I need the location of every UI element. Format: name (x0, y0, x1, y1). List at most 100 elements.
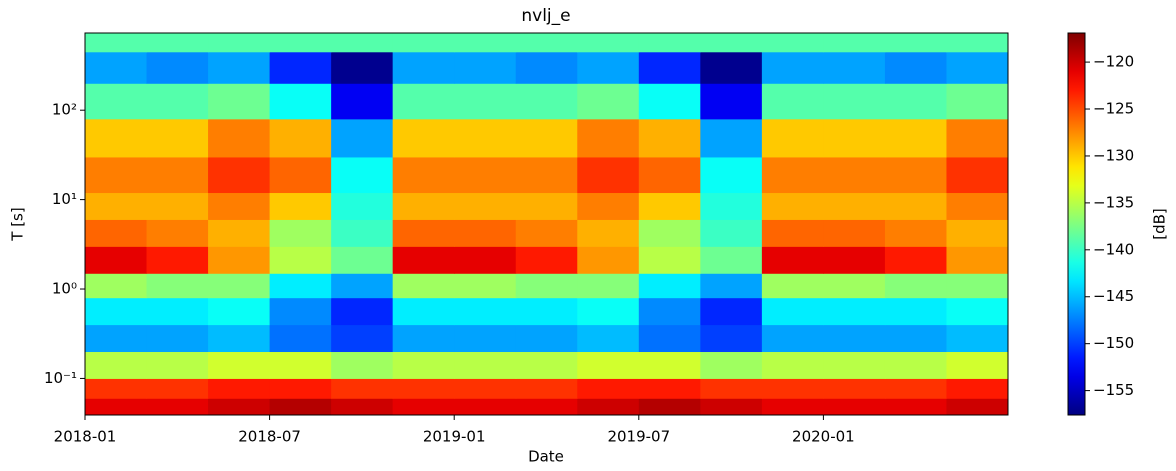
heatmap-cell (577, 246, 640, 274)
heatmap-cell (577, 324, 640, 353)
heatmap-cell (946, 51, 1009, 84)
heatmap-cell (577, 297, 640, 326)
colorbar-tick-label: −150 (1093, 334, 1134, 352)
heatmap-cell (392, 156, 455, 194)
x-tick-label: 2020-01 (792, 428, 855, 446)
heatmap-cell (761, 33, 824, 53)
heatmap-cell (85, 351, 148, 379)
heatmap-cell (884, 351, 947, 379)
heatmap-cell (638, 297, 701, 326)
heatmap-cell (85, 83, 148, 120)
heatmap-cell (208, 219, 271, 247)
heatmap-cell (761, 378, 824, 399)
heatmap-cell (946, 192, 1009, 220)
heatmap-cell (454, 192, 517, 220)
heatmap-cell (577, 83, 640, 120)
heatmap-cell (208, 33, 271, 53)
heatmap-cell (392, 273, 455, 299)
heatmap-cell (761, 273, 824, 299)
heatmap-cell (761, 83, 824, 120)
heatmap-cell (208, 118, 271, 158)
heatmap-cell (577, 156, 640, 194)
heatmap-cell (823, 324, 886, 353)
heatmap-cell (823, 118, 886, 158)
heatmap-cell (515, 351, 578, 379)
heatmap-cell (85, 324, 148, 353)
heatmap-cell (454, 297, 517, 326)
heatmap-cell (700, 51, 763, 84)
heatmap-cell (392, 378, 455, 399)
heatmap-cell (392, 118, 455, 158)
heatmap-cell (146, 246, 209, 274)
heatmap-cell (700, 33, 763, 53)
heatmap-cell (208, 273, 271, 299)
chart-title: nvlj_e (521, 6, 570, 26)
heatmap-cell (577, 118, 640, 158)
x-tick-label: 2019-07 (607, 428, 670, 446)
colorbar-tick-label: −130 (1093, 146, 1134, 164)
heatmap-cell (823, 156, 886, 194)
heatmap-cell (208, 378, 271, 399)
heatmap-cell (946, 297, 1009, 326)
heatmap-cell (146, 51, 209, 84)
heatmap-cell (761, 351, 824, 379)
heatmap-cell (85, 156, 148, 194)
heatmap-cell (638, 378, 701, 399)
heatmap-cell (146, 297, 209, 326)
x-tick-label: 2019-01 (423, 428, 486, 446)
heatmap-cell (85, 273, 148, 299)
heatmap-cell (946, 398, 1009, 416)
heatmap-cell (146, 378, 209, 399)
heatmap-cell (331, 324, 394, 353)
heatmap-cell (946, 33, 1009, 53)
heatmap-cell (454, 398, 517, 416)
heatmap-cell (331, 273, 394, 299)
colorbar-tick-label: −140 (1093, 240, 1134, 258)
heatmap-cell (269, 273, 332, 299)
heatmap-cell (577, 398, 640, 416)
heatmap-cell (269, 192, 332, 220)
heatmap-cell (761, 324, 824, 353)
heatmap-cell (454, 51, 517, 84)
heatmap-cell (331, 51, 394, 84)
colorbar-tick-label: −155 (1093, 381, 1134, 399)
heatmap-cell (208, 246, 271, 274)
colorbar-tick-label: −125 (1093, 100, 1134, 118)
heatmap-cell (638, 351, 701, 379)
heatmap-cell (331, 246, 394, 274)
heatmap-cell (331, 398, 394, 416)
heatmap-cell (577, 51, 640, 84)
heatmap-cell (208, 51, 271, 84)
heatmap-cell (700, 398, 763, 416)
heatmap-cell (454, 246, 517, 274)
heatmap-cell (638, 33, 701, 53)
heatmap-cell (823, 33, 886, 53)
heatmap-cell (208, 324, 271, 353)
heatmap-cell (638, 398, 701, 416)
heatmap-cell (884, 219, 947, 247)
heatmap-cell (208, 192, 271, 220)
heatmap-cell (85, 192, 148, 220)
heatmap-cell (946, 83, 1009, 120)
heatmap-cell (269, 156, 332, 194)
heatmap-cell (269, 351, 332, 379)
heatmap-cell (515, 219, 578, 247)
heatmap-cell (700, 246, 763, 274)
heatmap-cell (454, 219, 517, 247)
heatmap-cell (638, 83, 701, 120)
heatmap-cell (331, 351, 394, 379)
heatmap-cell (700, 378, 763, 399)
heatmap-cell (331, 192, 394, 220)
heatmap (85, 33, 1009, 416)
heatmap-cell (946, 324, 1009, 353)
heatmap-cell (761, 51, 824, 84)
colorbar (1067, 32, 1086, 416)
heatmap-cell (146, 83, 209, 120)
heatmap-cell (515, 297, 578, 326)
heatmap-cell (700, 219, 763, 247)
heatmap-cell (331, 378, 394, 399)
heatmap-cell (884, 324, 947, 353)
heatmap-cell (761, 219, 824, 247)
heatmap-cell (85, 297, 148, 326)
heatmap-cell (85, 219, 148, 247)
